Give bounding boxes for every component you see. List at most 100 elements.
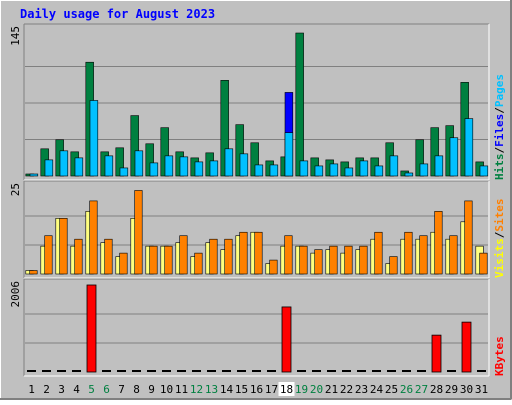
day-label-28: 28 (430, 383, 443, 396)
bar-sites-day-17 (269, 259, 278, 275)
bar-kbytes-day-5 (86, 284, 97, 373)
day-label-7: 7 (118, 383, 125, 396)
bar-sites-day-16 (254, 231, 263, 275)
bar-kbytes-day-15 (237, 370, 246, 372)
bar-kbytes-day-30 (461, 321, 472, 373)
bar-hits-day-28 (430, 127, 439, 177)
bar-pages-day-24 (374, 165, 384, 177)
bar-sites-day-29 (449, 235, 458, 275)
day-label-19: 19 (295, 383, 308, 396)
bar-sites-day-3 (59, 218, 68, 275)
bar-kbytes-day-25 (387, 370, 396, 372)
bar-pages-day-25 (389, 155, 399, 177)
legend-separator: / (493, 107, 506, 114)
bar-sites-day-13 (209, 238, 218, 275)
bar-sites-day-12 (194, 252, 203, 275)
bar-pages-day-9 (149, 162, 159, 177)
bar-pages-day-23 (359, 160, 369, 177)
bar-pages-day-20 (314, 165, 324, 177)
y-axis-max-label: 145 (9, 26, 22, 46)
day-label-16: 16 (250, 383, 263, 396)
day-label-8: 8 (133, 383, 140, 396)
bar-kbytes-day-22 (342, 370, 351, 372)
bar-sites-day-18 (284, 235, 293, 275)
panel-kbytes: 2006 KBytes (9, 278, 506, 377)
bar-sites-day-1 (29, 270, 38, 275)
bar-pages-day-17 (269, 164, 279, 177)
series-legend: Visits/Sites (493, 199, 506, 279)
bar-kbytes-day-26 (402, 370, 411, 372)
bar-kbytes-day-19 (297, 370, 306, 372)
bar-sites-day-28 (434, 211, 443, 275)
y-axis-max-label: 25 (9, 183, 22, 196)
bar-kbytes-day-24 (372, 370, 381, 372)
bar-kbytes-day-14 (222, 370, 231, 372)
legend-visits: Visits (493, 238, 506, 278)
day-label-11: 11 (175, 383, 188, 396)
legend-separator: / (493, 231, 506, 238)
bar-kbytes-day-9 (147, 370, 156, 372)
day-label-21: 21 (325, 383, 338, 396)
day-label-20: 20 (310, 383, 323, 396)
bar-sites-day-19 (299, 245, 308, 275)
bar-pages-day-27 (419, 163, 429, 177)
bar-pages-day-14 (224, 148, 234, 177)
panel-visits-sites: 25 Visits/Sites (9, 180, 506, 279)
day-label-31: 31 (475, 383, 488, 396)
bar-sites-day-23 (359, 245, 368, 275)
bar-pages-day-10 (164, 155, 174, 177)
panel-kbytes-background (24, 279, 489, 376)
day-label-18: 18 (280, 383, 293, 396)
bar-sites-day-15 (239, 231, 248, 275)
day-label-27: 27 (415, 383, 428, 396)
bar-pages-day-7 (119, 167, 129, 177)
bar-sites-day-21 (329, 245, 338, 275)
legend-hits: Hits (493, 154, 506, 181)
bar-pages-day-5 (89, 100, 99, 177)
bar-sites-day-30 (464, 200, 473, 275)
legend-kbytes: KBytes (493, 336, 506, 376)
bar-pages-day-19 (299, 160, 309, 177)
bar-kbytes-day-27 (417, 370, 426, 372)
bar-kbytes-day-13 (207, 370, 216, 372)
bar-pages-day-13 (209, 160, 219, 177)
day-label-13: 13 (205, 383, 218, 396)
day-label-26: 26 (400, 383, 413, 396)
bar-pages-day-16 (254, 164, 264, 177)
day-label-6: 6 (103, 383, 110, 396)
bar-sites-day-24 (374, 231, 383, 275)
day-label-23: 23 (355, 383, 368, 396)
bar-pages-day-6 (104, 155, 114, 177)
day-label-22: 22 (340, 383, 353, 396)
bar-pages-day-21 (329, 163, 339, 177)
bar-pages-day-22 (344, 167, 354, 177)
series-legend: KBytes (493, 336, 506, 376)
day-label-24: 24 (370, 383, 384, 396)
bar-kbytes-day-2 (42, 370, 51, 372)
day-highlight-18 (278, 382, 295, 396)
bar-kbytes-day-11 (177, 370, 186, 372)
bar-sites-day-6 (104, 238, 113, 275)
x-axis-day-labels: 1 2 3 4 5 6 7 8 9 10 11 12 13 14 15 16 17 18 19 20 21 22 23 24 2… (28, 382, 488, 396)
bar-pages-day-1 (29, 173, 39, 177)
day-label-17: 17 (265, 383, 278, 396)
bar-kbytes-day-3 (57, 370, 66, 372)
bar-sites-day-9 (149, 245, 158, 275)
day-label-12: 12 (190, 383, 203, 396)
day-label-15: 15 (235, 383, 248, 396)
bar-kbytes-day-10 (162, 370, 171, 372)
series-legend: Hits/Files/Pages (493, 74, 506, 180)
day-label-30: 30 (460, 383, 473, 396)
bar-kbytes-day-29 (447, 370, 456, 372)
bar-pages-day-3 (59, 150, 69, 177)
legend-pages: Pages (493, 74, 506, 107)
bar-sites-day-14 (224, 238, 233, 275)
bar-kbytes-day-31 (477, 370, 486, 372)
bar-hits-day-19 (295, 32, 304, 177)
bar-sites-day-2 (44, 235, 53, 275)
day-label-9: 9 (148, 383, 155, 396)
day-label-10: 10 (160, 383, 173, 396)
